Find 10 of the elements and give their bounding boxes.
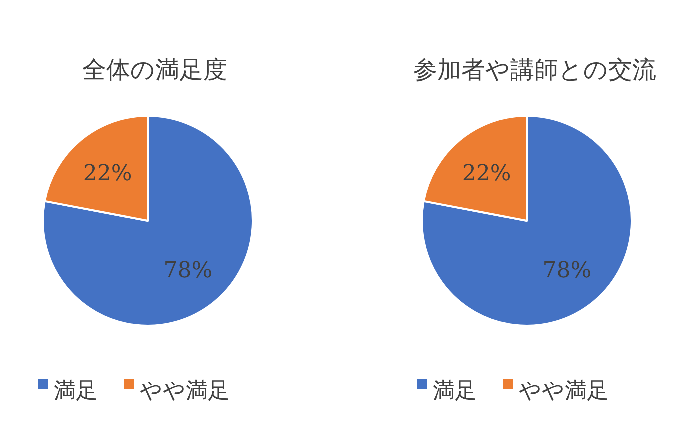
data-label: 22%: [462, 161, 512, 186]
chart-title: 参加者や講師との交流: [414, 56, 656, 84]
legend-label: やや満足: [140, 379, 230, 404]
data-label: 22%: [83, 161, 132, 186]
legend-label: 満足: [433, 379, 477, 404]
legend-label: やや満足: [519, 379, 609, 404]
data-label: 78%: [542, 258, 592, 284]
chart-title: 全体の満足度: [82, 56, 228, 84]
data-label: 78%: [164, 258, 213, 284]
legend-label: 満足: [54, 379, 98, 404]
